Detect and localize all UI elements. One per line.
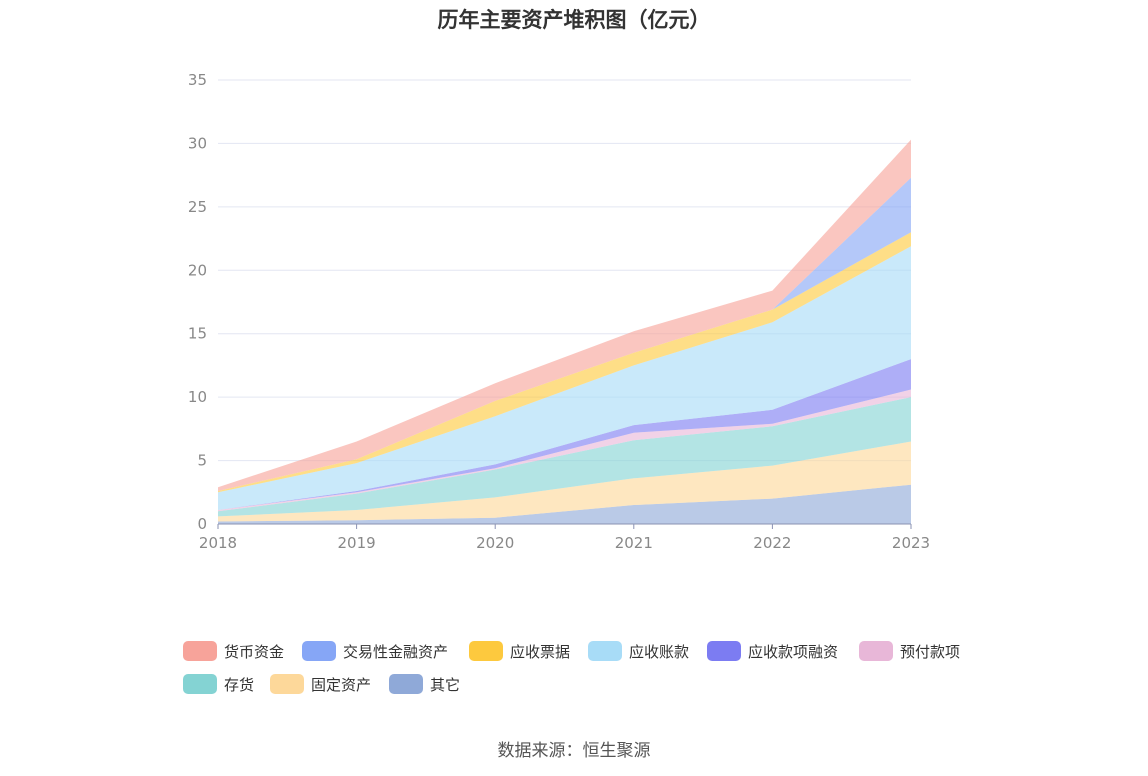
legend-item-cunhuo[interactable]: 存货 [183,671,254,697]
x-tick-label: 2019 [338,534,376,552]
legend-label: 应收款项融资 [748,642,839,661]
y-tick-label: 25 [188,198,207,216]
chart-title: 历年主要资产堆积图（亿元） [437,8,711,32]
x-tick-label: 2022 [753,534,791,552]
y-tick-label: 10 [188,388,207,406]
legend-swatch [183,674,217,694]
x-tick-label: 2021 [615,534,653,552]
y-tick-label: 30 [188,134,207,152]
x-tick-label: 2018 [199,534,237,552]
legend-swatch [859,641,893,661]
legend-label: 交易性金融资产 [343,642,449,661]
legend-item-yufu-kuanxiang[interactable]: 预付款项 [859,638,960,664]
legend-label: 应收账款 [629,642,690,661]
x-tick-label: 2020 [476,534,514,552]
legend-item-yingshou-kuanxiang-rongzi[interactable]: 应收款项融资 [707,638,838,664]
y-tick-label: 15 [188,325,207,343]
legend-item-yingshou-piaoju[interactable]: 应收票据 [469,638,570,664]
legend-swatch [707,641,741,661]
y-tick-label: 5 [197,452,207,470]
axes: 0 5 10 15 20 25 30 35 2018 2019 2020 2021 2022 2023 [188,71,930,552]
area-series [218,246,911,510]
legend-swatch [588,641,622,661]
legend-swatch [469,641,503,661]
area-series [218,484,911,524]
legend-label: 固定资产 [311,675,372,694]
legend-swatch [389,674,423,694]
legend-item-qita[interactable]: 其它 [389,671,460,697]
legend-label: 应收票据 [510,642,571,661]
x-tick-label: 2023 [892,534,930,552]
area-series [218,139,911,524]
legend-swatch [302,641,336,661]
legend-label: 其它 [430,675,461,694]
legend-item-jiaoyixing-jinrong-zichan[interactable]: 交易性金融资产 [302,638,448,664]
data-source-note: 数据来源：恒生聚源 [497,741,651,761]
legend-label: 货币资金 [224,642,285,661]
legend-swatch [270,674,304,694]
legend-item-huobi-zijin[interactable]: 货币资金 [183,638,284,664]
legend-label: 存货 [224,675,255,694]
stacked-area-chart: 0 5 10 15 20 25 30 35 2018 2019 2020 2021 2022 2023 [188,71,930,552]
legend-item-yingshou-zhangkuan[interactable]: 应收账款 [588,638,689,664]
y-tick-label: 35 [188,71,207,89]
y-tick-label: 20 [188,261,207,279]
legend-swatch [183,641,217,661]
area-series [218,441,911,522]
area-series [218,397,911,517]
y-tick-label: 0 [197,515,207,533]
legend-label: 预付款项 [900,642,961,661]
legend-item-guding-zichan[interactable]: 固定资产 [270,671,371,697]
